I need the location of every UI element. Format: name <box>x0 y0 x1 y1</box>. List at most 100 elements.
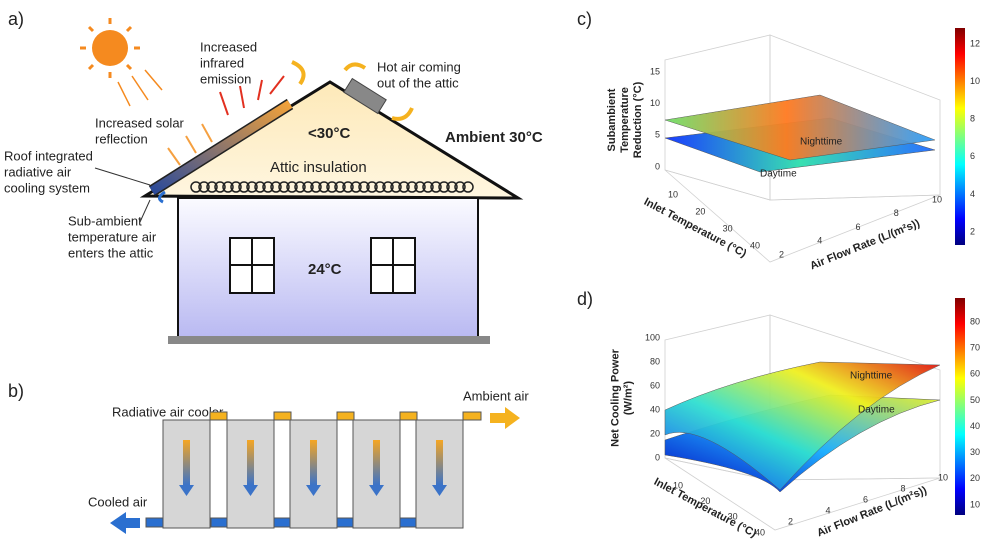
annotation-line: radiative air <box>4 164 72 179</box>
annotation-line: temperature air <box>68 229 157 244</box>
annotation-line: reflection <box>95 131 148 146</box>
top-duct <box>400 412 417 420</box>
z-tick-label: 80 <box>650 356 660 366</box>
flow-arrow <box>310 440 317 485</box>
z-tick-label: 40 <box>650 404 660 414</box>
z-axis-label: Subambient <box>606 88 618 151</box>
nighttime-label: Nighttime <box>800 137 843 148</box>
flow-tick-label: 8 <box>894 208 899 218</box>
colorbar-tick-label: 80 <box>970 316 980 326</box>
annotation-line: Increased <box>200 39 257 54</box>
colorbar-tick-label: 6 <box>970 151 975 161</box>
flow-tick-label: 4 <box>817 236 822 246</box>
z-axis-label: Net Cooling Power <box>609 348 621 447</box>
sun <box>80 18 162 106</box>
annotation-line: enters the attic <box>68 245 154 260</box>
annotation-line: Sub-ambient <box>68 213 142 228</box>
daytime-label: Daytime <box>858 405 895 416</box>
inlet-tick-label: 30 <box>723 223 733 233</box>
colorbar-tick-label: 8 <box>970 114 975 124</box>
flow-arrow <box>183 440 190 485</box>
flow-tick-label: 2 <box>779 249 784 259</box>
annotation-line: infrared <box>200 55 244 70</box>
colorbar-tick-label: 4 <box>970 189 975 199</box>
bottom-duct <box>337 518 353 527</box>
z-tick-label: 60 <box>650 380 660 390</box>
inlet-axis-label: Inlet Temperature (°C) <box>652 476 759 540</box>
flow-tick-label: 6 <box>856 222 861 232</box>
leader <box>95 168 150 185</box>
insulation-label: Attic insulation <box>270 159 367 176</box>
colorbar-tick-label: 60 <box>970 369 980 379</box>
bottom-duct <box>274 518 290 527</box>
top-duct <box>210 412 227 420</box>
colorbar-tick-label: 30 <box>970 447 980 457</box>
panel-c: c) Nighttime Daytime 0 5 10 15 10 20 30 40 2 4 6 8 1… <box>577 9 980 273</box>
panel-label: b) <box>8 381 24 401</box>
outlet-arrow <box>110 512 140 534</box>
colorbar-tick-label: 70 <box>970 343 980 353</box>
flow-tick-label: 10 <box>938 472 948 482</box>
figure: a) Increasedinfraredemission Increased so… <box>0 0 981 544</box>
z-axis-label: (W/m²) <box>622 381 634 416</box>
colorbar-tick-label: 10 <box>970 499 980 509</box>
ambient-temp: Ambient 30°C <box>445 129 543 146</box>
annotation-line: Increased solar <box>95 115 185 130</box>
z-tick-label: 100 <box>645 332 660 342</box>
z-tick-label: 5 <box>655 130 660 140</box>
z-tick-label: 0 <box>655 452 660 462</box>
colorbar <box>955 298 965 515</box>
cooler-blocks <box>146 412 481 528</box>
cooled-air-label: Cooled air <box>88 494 148 509</box>
annotation-line: Roof integrated <box>4 148 93 163</box>
top-duct <box>337 412 354 420</box>
panel-label: d) <box>577 289 593 309</box>
colorbar-tick-label: 20 <box>970 473 980 483</box>
colorbar-tick-label: 2 <box>970 226 975 236</box>
top-duct <box>463 412 481 420</box>
foundation <box>168 336 490 344</box>
top-duct <box>274 412 291 420</box>
colorbar-tick-label: 10 <box>970 76 980 86</box>
attic-temp: <30°C <box>308 125 350 142</box>
z-axis-label: Reduction (°C) <box>632 81 644 158</box>
inlet-tick-label: 40 <box>750 240 760 250</box>
flow-tick-label: 4 <box>826 505 831 515</box>
annotation-line: Hot air coming <box>377 59 461 74</box>
panel-label: a) <box>8 9 24 29</box>
annotation-line: cooling system <box>4 180 90 195</box>
flow-tick-label: 6 <box>863 494 868 504</box>
flow-tick-label: 10 <box>932 194 942 204</box>
z-tick-label: 0 <box>655 161 660 171</box>
daytime-label: Daytime <box>760 169 797 180</box>
z-tick-label: 20 <box>650 428 660 438</box>
colorbar-tick-label: 40 <box>970 421 980 431</box>
colorbar-tick-label: 50 <box>970 395 980 405</box>
colorbar <box>955 28 965 245</box>
panel-d: d) Nighttime Daytime 0 20 40 60 80 100 10 20 30 4… <box>577 289 980 540</box>
room-temp: 24°C <box>308 261 342 278</box>
colorbar-tick-label: 12 <box>970 38 980 48</box>
z-tick-label: 10 <box>650 98 660 108</box>
inlet-arrow <box>490 407 520 429</box>
ambient-air-label: Ambient air <box>463 388 529 403</box>
flow-arrow <box>247 440 254 485</box>
annotation-line: out of the attic <box>377 75 459 90</box>
bottom-duct <box>146 518 163 527</box>
annotation-line: emission <box>200 71 251 86</box>
inlet-tick-label: 20 <box>695 206 705 216</box>
cooler-label: Radiative air cooler <box>112 404 224 419</box>
inlet-tick-label: 10 <box>668 189 678 199</box>
bottom-duct <box>400 518 416 527</box>
flow-axis-label: Air Flow Rate (L/(m²s)) <box>808 217 922 272</box>
flow-arrow <box>373 440 380 485</box>
panel-label: c) <box>577 9 592 29</box>
z-axis-label: Temperature <box>619 87 631 153</box>
flow-arrow <box>436 440 443 485</box>
flow-tick-label: 2 <box>788 516 793 526</box>
nighttime-label: Nighttime <box>850 371 893 382</box>
panel-b: b) Radiative air cooler Ambient air Cool… <box>8 381 529 534</box>
bottom-duct <box>211 518 227 527</box>
z-tick-label: 15 <box>650 66 660 76</box>
